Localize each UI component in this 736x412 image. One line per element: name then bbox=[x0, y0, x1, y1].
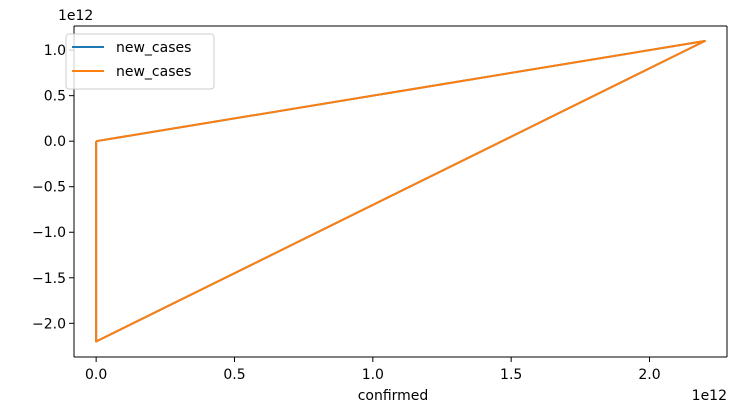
y-axis-offset-label: 1e12 bbox=[58, 8, 93, 24]
x-tick-label: 0.5 bbox=[223, 367, 245, 383]
x-tick-label: 0.0 bbox=[85, 367, 107, 383]
y-tick-label: 0.5 bbox=[44, 89, 66, 105]
y-tick-label: −1.0 bbox=[32, 225, 66, 241]
series-layer bbox=[95, 40, 706, 343]
y-tick-label: −1.5 bbox=[32, 271, 66, 287]
legend-label-new-cases-1: new_cases bbox=[116, 40, 191, 56]
y-axis-ticks: 1.0 0.5 0.0 −0.5 −1.0 −1.5 −2.0 bbox=[32, 43, 74, 332]
legend: new_cases new_cases bbox=[65, 33, 215, 90]
series-line-new-cases-2 bbox=[95, 40, 706, 343]
x-tick-label: 2.0 bbox=[638, 367, 660, 383]
x-tick-label: 1.5 bbox=[500, 367, 522, 383]
x-axis-ticks: 0.0 0.5 1.0 1.5 2.0 bbox=[85, 357, 661, 383]
legend-label-new-cases-2: new_cases bbox=[116, 64, 191, 80]
y-tick-label: −0.5 bbox=[32, 180, 66, 196]
x-axis-label: confirmed bbox=[358, 388, 429, 404]
y-tick-label: −2.0 bbox=[32, 316, 66, 332]
x-tick-label: 1.0 bbox=[362, 367, 384, 383]
y-tick-label: 1.0 bbox=[44, 43, 66, 59]
y-tick-label: 0.0 bbox=[44, 134, 66, 150]
x-axis-offset-label: 1e12 bbox=[692, 388, 727, 404]
